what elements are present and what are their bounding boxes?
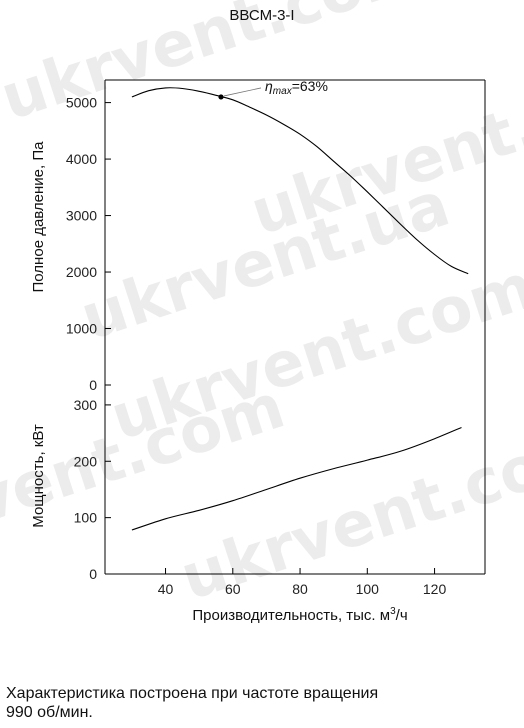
- chart-marks: 0 1000 2000 3000 4000 5000 ηmax=63% 0 100 200 300 4…: [66, 78, 486, 597]
- frequency-note-line-1: Характеристика построена при частоте вра…: [6, 685, 379, 702]
- max-efficiency-point: [218, 94, 224, 100]
- power-y-tick-label: 300: [74, 397, 98, 413]
- power-y-tick-label: 0: [89, 566, 97, 582]
- pressure-curve: [131, 87, 469, 275]
- power-y-axis-label: Мощность, кВт: [30, 424, 47, 528]
- pressure-y-tick-label: 5000: [66, 95, 97, 111]
- x-axis-label: Производительность, тыс. м3/ч: [192, 606, 407, 624]
- x-axis-label-sup: 3: [390, 606, 396, 617]
- x-tick-label: 60: [225, 581, 241, 597]
- x-tick-label: 100: [356, 581, 380, 597]
- pressure-y-tick-label: 2000: [66, 264, 97, 280]
- pressure-y-tick-label: 1000: [66, 321, 97, 337]
- pressure-y-axis-label: Полное давление, Па: [30, 141, 47, 293]
- power-y-tick-label: 200: [74, 453, 98, 469]
- frequency-note: Характеристика построена при частоте вра…: [6, 684, 518, 722]
- watermark: ukrvent.com: [0, 0, 433, 134]
- x-tick-label: 120: [423, 581, 447, 597]
- pressure-y-tick-label: 3000: [66, 208, 97, 224]
- eta-subscript: max: [273, 86, 293, 97]
- power-curve: [131, 426, 462, 531]
- pressure-y-tick-label: 4000: [66, 151, 97, 167]
- max-efficiency-leader: [223, 87, 262, 97]
- x-axis-label-tail: /ч: [396, 607, 408, 624]
- x-axis-label-text: Производительность, тыс. м: [192, 607, 390, 624]
- eta-value: =63%: [292, 78, 328, 94]
- eta-symbol: η: [265, 78, 273, 94]
- x-tick-label: 80: [292, 581, 308, 597]
- max-efficiency-label: ηmax=63%: [265, 78, 328, 97]
- chart-title: ВВСМ-3-I: [229, 7, 294, 24]
- frequency-note-line-2: 990 об/мин.: [6, 704, 93, 721]
- power-y-tick-label: 100: [74, 510, 98, 526]
- pressure-y-tick-label: 0: [89, 377, 97, 393]
- x-tick-label: 40: [158, 581, 174, 597]
